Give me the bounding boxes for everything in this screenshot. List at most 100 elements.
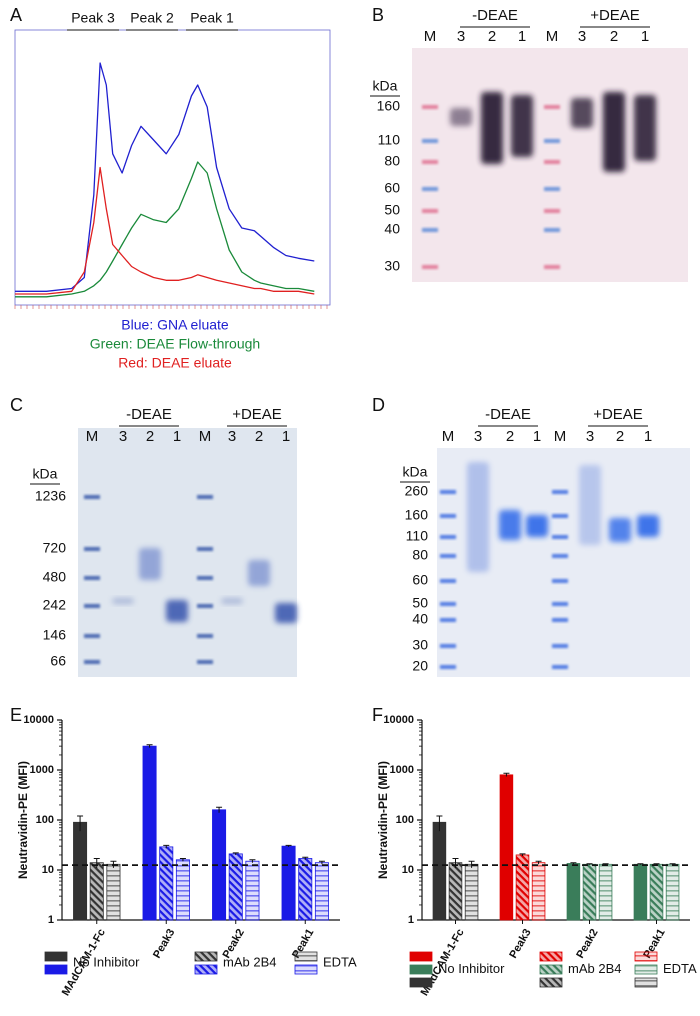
- marker-label: 480: [43, 569, 67, 585]
- peak-label: Peak 1: [190, 10, 234, 26]
- lane-label: 2: [146, 428, 154, 445]
- ladder-band: [440, 644, 456, 648]
- legend-swatch: [294, 964, 318, 975]
- unit-label: kDa: [373, 78, 398, 94]
- legend-label: No Inhibitor: [438, 961, 505, 976]
- marker-label: 60: [412, 572, 428, 588]
- lane-label: M: [546, 28, 559, 45]
- y-tick-label: 1: [408, 914, 414, 926]
- bar: [464, 863, 479, 921]
- trace-line: [15, 62, 315, 292]
- error-bar: [570, 862, 577, 865]
- group-label: -DEAE: [485, 406, 531, 423]
- ladder-band: [84, 547, 100, 551]
- lane-label: 2: [616, 428, 624, 445]
- lane-label: 1: [282, 428, 290, 445]
- ladder-band: [544, 187, 560, 191]
- y-axis-title: Neutravidin-PE (MFI): [376, 761, 390, 879]
- lane-label: 1: [641, 28, 649, 45]
- ladder-band: [422, 228, 438, 232]
- error-bar: [302, 856, 309, 860]
- lane-label: 3: [228, 428, 236, 445]
- error-bar: [503, 772, 510, 777]
- x-tick-label: Peak3: [507, 927, 533, 961]
- bar: [142, 745, 157, 921]
- bar: [531, 862, 546, 921]
- marker-label: 260: [405, 483, 429, 499]
- bar: [582, 863, 597, 921]
- gel-image: [78, 428, 297, 677]
- legend-label: mAb 2B4: [568, 961, 621, 976]
- x-tick-label: Peak3: [151, 927, 177, 961]
- ladder-band: [197, 495, 213, 499]
- peak-label: Peak 2: [130, 10, 174, 26]
- ladder-band: [197, 576, 213, 580]
- marker-label: 80: [384, 153, 400, 169]
- legend-swatch: [539, 977, 563, 988]
- bar: [159, 846, 174, 921]
- lane-label: 3: [457, 28, 465, 45]
- ladder-band: [440, 535, 456, 539]
- bar: [432, 821, 447, 921]
- legend-swatch: [539, 951, 563, 962]
- ladder-band: [440, 618, 456, 622]
- unit-label: kDa: [403, 464, 428, 480]
- sample-band: [481, 92, 503, 164]
- lane-label: 1: [533, 428, 541, 445]
- error-bar: [163, 844, 170, 849]
- lane-label: M: [442, 428, 455, 445]
- marker-label: 66: [50, 653, 66, 669]
- sample-band: [526, 515, 548, 537]
- ladder-band: [84, 634, 100, 638]
- legend-swatch: [539, 964, 563, 975]
- legend-label: mAb 2B4: [223, 954, 276, 969]
- marker-label: 110: [406, 528, 429, 544]
- legend-swatch: [634, 951, 658, 962]
- panel-letter: A: [10, 5, 22, 25]
- group-label: -DEAE: [472, 7, 518, 24]
- group-label: -DEAE: [126, 406, 172, 423]
- marker-label: 146: [43, 627, 67, 643]
- marker-label: 242: [43, 597, 67, 613]
- sample-band: [637, 515, 659, 537]
- ladder-band: [552, 579, 568, 583]
- marker-label: 30: [412, 637, 428, 653]
- bar: [598, 863, 613, 921]
- sample-band: [166, 600, 188, 622]
- lane-label: M: [199, 428, 212, 445]
- y-tick-label: 10000: [383, 714, 414, 726]
- marker-label: 110: [378, 132, 401, 148]
- legend-label: Green: DEAE Flow-through: [90, 336, 260, 352]
- lane-label: 1: [173, 428, 181, 445]
- panel-letter: E: [10, 705, 22, 725]
- sample-band: [467, 462, 489, 572]
- sample-band: [571, 98, 593, 128]
- marker-label: 40: [384, 221, 400, 237]
- marker-label: 60: [384, 180, 400, 196]
- bar: [448, 862, 463, 921]
- bar: [228, 853, 243, 921]
- legend-swatch: [294, 951, 318, 962]
- y-tick-label: 10: [402, 864, 414, 876]
- error-bar: [179, 857, 186, 862]
- error-bar: [452, 857, 459, 868]
- bar: [175, 859, 190, 921]
- marker-label: 160: [405, 507, 429, 523]
- ladder-band: [544, 139, 560, 143]
- y-tick-label: 1: [48, 914, 54, 926]
- peak-label: Peak 3: [71, 10, 115, 26]
- ladder-band: [84, 604, 100, 608]
- legend-swatch: [634, 977, 658, 988]
- ladder-band: [552, 602, 568, 606]
- lane-label: 1: [518, 28, 526, 45]
- sample-band: [609, 518, 631, 542]
- ladder-band: [544, 209, 560, 213]
- error-bar: [586, 863, 593, 865]
- ladder-band: [197, 547, 213, 551]
- lane-label: 3: [119, 428, 127, 445]
- lane-label: 2: [610, 28, 618, 45]
- ladder-band: [197, 634, 213, 638]
- bar: [499, 774, 514, 921]
- ladder-band: [552, 644, 568, 648]
